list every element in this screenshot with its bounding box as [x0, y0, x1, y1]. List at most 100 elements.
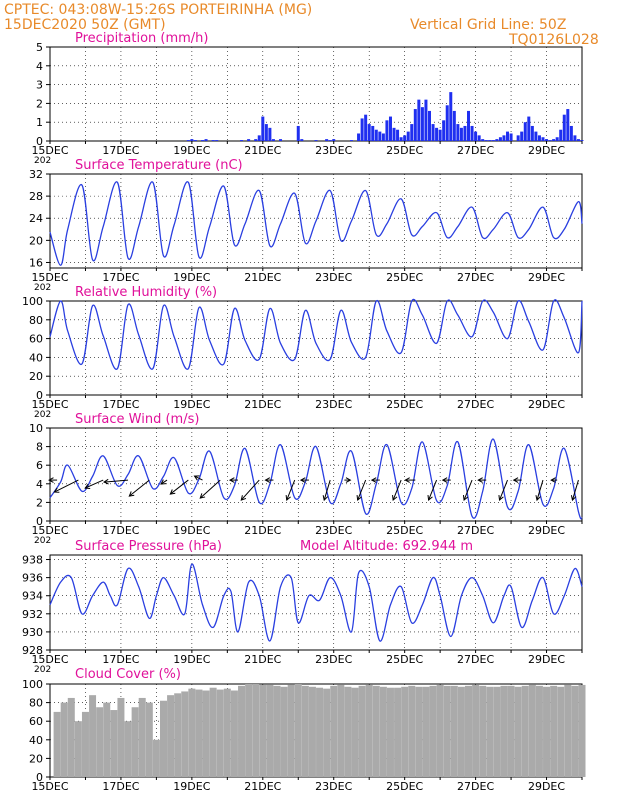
x-tick-label: 27DEC: [457, 398, 494, 411]
x-tick-label: 25DEC: [386, 271, 423, 284]
y-tick-label: 936: [22, 572, 43, 585]
bar: [223, 688, 231, 777]
bar: [438, 129, 442, 141]
bar: [308, 686, 316, 777]
series-line: [49, 438, 583, 520]
wind-arrow: [571, 479, 579, 501]
bar: [252, 684, 260, 777]
x-tick-label: 15DEC: [31, 398, 68, 411]
x-tick-label: 25DEC: [386, 653, 423, 666]
wind-arrow: [103, 479, 129, 483]
bar: [456, 124, 460, 141]
bar: [474, 131, 478, 141]
panel-5: 928 930 932 934 936 938 15DEC 17DEC 19DEC 21DEC 23…: [22, 539, 583, 675]
wind-arrow: [240, 479, 260, 501]
year-label: 202: [34, 665, 51, 675]
bar: [53, 711, 61, 777]
y-tick-label: 0: [36, 135, 43, 148]
y-tick-label: 16: [29, 256, 43, 269]
bar: [257, 135, 261, 141]
x-tick-label: 17DEC: [102, 780, 139, 793]
bar: [420, 107, 424, 141]
bar: [378, 131, 382, 141]
bar: [328, 140, 332, 141]
wind-arrow-head: [48, 477, 54, 483]
bar: [535, 685, 543, 777]
wind-arrow-head: [240, 495, 247, 501]
bar: [521, 685, 529, 777]
bar: [67, 697, 75, 777]
x-tick-label: 21DEC: [244, 780, 281, 793]
panel-title: Relative Humidity (%): [75, 285, 217, 300]
bar: [358, 685, 366, 777]
bar: [566, 109, 570, 141]
bar: [81, 711, 89, 777]
y-tick-label: 1: [36, 116, 43, 129]
x-tick-label: 21DEC: [244, 653, 281, 666]
bar: [273, 685, 281, 777]
bar: [268, 127, 272, 141]
bar: [545, 139, 549, 141]
bar: [408, 685, 416, 777]
bar: [422, 686, 430, 777]
y-tick-label: 20: [29, 752, 43, 765]
wind-arrow-head: [228, 477, 235, 483]
x-tick-label: 25DEC: [386, 398, 423, 411]
bar: [564, 684, 572, 777]
bar: [493, 686, 501, 777]
wind-arrow: [392, 479, 402, 501]
panel-title: Surface Wind (m/s): [75, 412, 199, 427]
bar: [301, 685, 309, 777]
bar: [386, 687, 394, 777]
bar: [495, 139, 499, 141]
bar: [279, 139, 283, 141]
x-tick-label: 23DEC: [315, 780, 352, 793]
bar: [477, 135, 481, 141]
x-tick-label: 19DEC: [173, 780, 210, 793]
y-tick-label: 5: [36, 41, 43, 54]
panel-title: Precipitation (mm/h): [75, 31, 208, 46]
y-tick-label: 20: [29, 370, 43, 383]
wind-arrow-head: [370, 477, 377, 483]
bar: [457, 686, 465, 777]
bar: [195, 689, 203, 777]
x-tick-label: 29DEC: [528, 780, 565, 793]
bar: [523, 122, 527, 141]
bar: [238, 685, 246, 777]
wind-arrow-head: [128, 491, 135, 497]
bar: [266, 684, 274, 777]
bar: [211, 140, 215, 141]
panel-title: Cloud Cover (%): [75, 667, 181, 682]
x-tick-label: 19DEC: [173, 271, 210, 284]
bar: [555, 137, 559, 141]
bar: [470, 125, 474, 141]
wind-arrow-head: [462, 495, 469, 502]
bar: [481, 139, 485, 141]
bar: [186, 140, 190, 141]
wind-arrow-head: [345, 477, 352, 483]
bar: [571, 685, 579, 777]
x-tick-label: 27DEC: [457, 524, 494, 537]
bar: [449, 92, 453, 141]
bar: [332, 139, 336, 141]
wind-arrow-head: [570, 495, 577, 502]
bar: [374, 129, 378, 141]
bar: [396, 129, 400, 141]
y-tick-label: 40: [29, 351, 43, 364]
bar: [204, 139, 208, 141]
bar: [367, 124, 371, 141]
bar: [527, 116, 531, 141]
bar: [399, 137, 403, 141]
wind-arrow-head: [199, 493, 206, 499]
bar: [296, 125, 300, 141]
series-line: [49, 298, 583, 370]
x-tick-label: 17DEC: [102, 271, 139, 284]
y-tick-label: 2: [36, 496, 43, 509]
bar: [245, 684, 253, 777]
bar: [552, 139, 556, 141]
bar: [394, 687, 402, 777]
bar: [188, 688, 196, 777]
bar: [514, 686, 522, 777]
wind-arrow: [54, 479, 79, 493]
bar: [443, 685, 451, 777]
